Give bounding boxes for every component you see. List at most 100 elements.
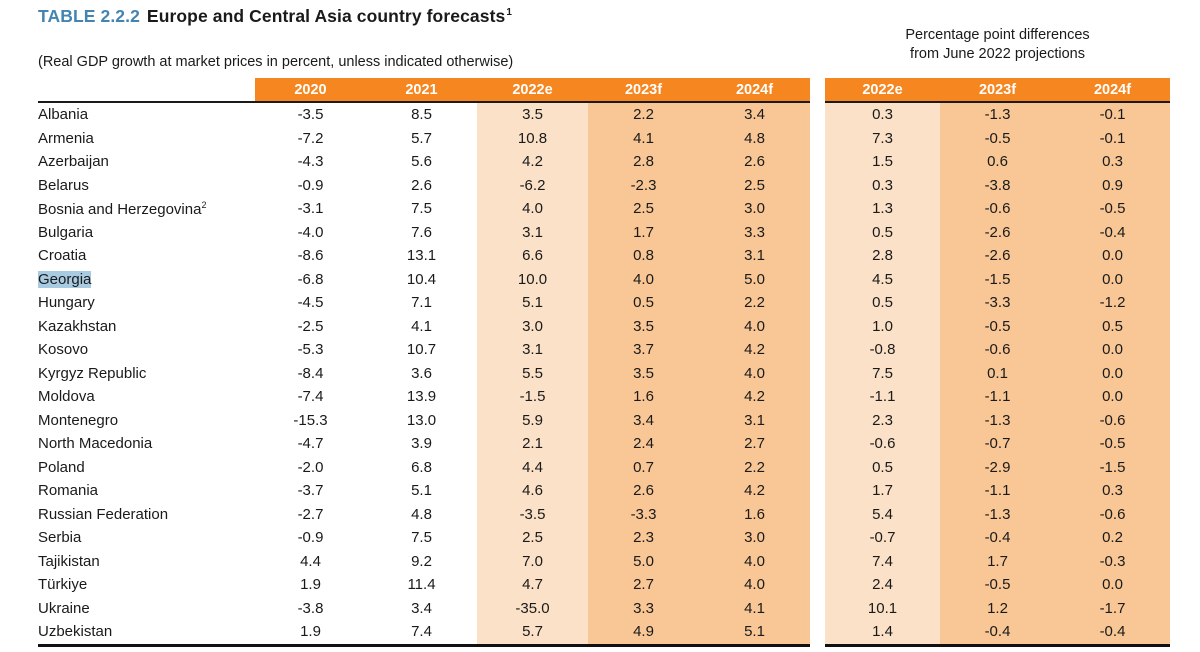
forecast-value-cell: 3.1 bbox=[699, 244, 810, 268]
forecast-value-cell: 10.8 bbox=[477, 126, 588, 150]
forecast-value-cell: -35.0 bbox=[477, 596, 588, 620]
difference-value-cell: -0.6 bbox=[1055, 502, 1170, 526]
forecast-value-cell: 2.6 bbox=[699, 150, 810, 174]
difference-value-cell: -2.6 bbox=[940, 244, 1055, 268]
forecast-value-cell: -2.5 bbox=[297, 317, 324, 335]
forecast-value-cell: 4.0 bbox=[588, 267, 699, 291]
forecast-value-cell: -2.0 bbox=[297, 458, 324, 476]
table-title-text: Europe and Central Asia country forecast… bbox=[146, 6, 506, 26]
forecast-value-cell: 13.1 bbox=[406, 247, 437, 265]
forecast-value-cell: 4.8 bbox=[699, 126, 810, 150]
forecast-value-cell: -4.3 bbox=[297, 153, 324, 171]
difference-value-cell: -1.3 bbox=[940, 502, 1055, 526]
country-name: North Macedonia bbox=[38, 435, 153, 453]
forecast-value-cell: -15.3 bbox=[293, 411, 328, 429]
forecast-value-cell: 6.6 bbox=[477, 244, 588, 268]
table-gap bbox=[810, 549, 825, 573]
difference-value-cell: -1.5 bbox=[1055, 455, 1170, 479]
difference-value-cell: -0.4 bbox=[1055, 220, 1170, 244]
country-name: Kazakhstan bbox=[38, 317, 117, 335]
table-gap bbox=[810, 173, 825, 197]
forecast-value-cell: 2.4 bbox=[588, 432, 699, 456]
forecast-value-cell: 2.8 bbox=[588, 150, 699, 174]
forecast-value-cell: -4.5 bbox=[297, 294, 324, 312]
table-gap bbox=[810, 620, 825, 645]
forecast-value-cell: 3.4 bbox=[411, 599, 432, 617]
difference-value-cell: -0.4 bbox=[940, 620, 1055, 647]
table-row: Poland -2.0 6.8 4.4 0.7 2.2 0.5 -2.9 -1.5 bbox=[38, 455, 1170, 479]
country-name: Tajikistan bbox=[38, 552, 100, 570]
forecast-value-cell: 3.3 bbox=[699, 220, 810, 244]
difference-value-cell: 1.0 bbox=[825, 314, 940, 338]
forecast-value-cell: 3.3 bbox=[588, 596, 699, 620]
difference-value-cell: -2.9 bbox=[940, 455, 1055, 479]
forecast-value-cell: -3.7 bbox=[297, 482, 324, 500]
difference-value-cell: -3.3 bbox=[940, 291, 1055, 315]
forecast-value-cell: -0.9 bbox=[297, 176, 324, 194]
forecast-value-cell: 4.7 bbox=[477, 573, 588, 597]
forecast-value-cell: 3.4 bbox=[699, 102, 810, 127]
difference-value-cell: -0.7 bbox=[940, 432, 1055, 456]
table-row: Belarus -0.9 2.6 -6.2 -2.3 2.5 0.3 -3.8 0.9 bbox=[38, 173, 1170, 197]
country-name: Serbia bbox=[38, 529, 82, 547]
forecast-value-cell: 7.5 bbox=[411, 529, 432, 547]
table-row: North Macedonia -4.7 3.9 2.1 2.4 2.7 -0.6 -0.7-… bbox=[38, 432, 1170, 456]
table-gap bbox=[810, 220, 825, 244]
country-name: Moldova bbox=[38, 388, 95, 406]
forecast-value-cell: 11.4 bbox=[407, 576, 436, 594]
difference-value-cell: -1.1 bbox=[940, 385, 1055, 409]
forecast-value-cell: 7.5 bbox=[411, 200, 432, 218]
forecast-value-cell: 5.1 bbox=[411, 482, 432, 500]
forecast-table: 2020 2021 2022e 2023f 2024f 2022e 2023f … bbox=[38, 78, 1170, 647]
diff-caption-line1: Percentage point differences bbox=[905, 27, 1090, 43]
forecast-value-cell: 3.1 bbox=[477, 338, 588, 362]
forecast-value-cell: 4.9 bbox=[588, 620, 699, 647]
forecast-value-cell: 4.0 bbox=[699, 573, 810, 597]
table-gap bbox=[810, 244, 825, 268]
forecast-value-cell: -0.9 bbox=[297, 529, 324, 547]
forecast-value-cell: -7.4 bbox=[297, 388, 324, 406]
forecast-value-cell: -2.3 bbox=[588, 173, 699, 197]
forecast-value-cell: 8.5 bbox=[411, 106, 432, 124]
difference-value-cell: 2.3 bbox=[825, 408, 940, 432]
country-name: Armenia bbox=[38, 129, 94, 147]
forecast-value-cell: 2.2 bbox=[699, 455, 810, 479]
forecast-value-cell: 2.3 bbox=[588, 526, 699, 550]
difference-value-cell: 1.4 bbox=[825, 620, 940, 647]
difference-value-cell: -0.6 bbox=[825, 432, 940, 456]
forecast-value-cell: 5.0 bbox=[588, 549, 699, 573]
country-name: Ukraine bbox=[38, 599, 90, 617]
forecast-value-cell: 2.7 bbox=[699, 432, 810, 456]
forecast-value-cell: -8.6 bbox=[297, 247, 324, 265]
difference-value-cell: -0.7 bbox=[825, 526, 940, 550]
difference-value-cell: -1.3 bbox=[940, 102, 1055, 127]
table-gap bbox=[810, 596, 825, 620]
forecast-value-cell: 3.6 bbox=[411, 364, 432, 382]
difference-value-cell: -0.6 bbox=[940, 197, 1055, 221]
difference-value-cell: -1.2 bbox=[1055, 291, 1170, 315]
difference-value-cell: 7.3 bbox=[825, 126, 940, 150]
forecast-value-cell: 3.9 bbox=[411, 435, 432, 453]
table-row: Azerbaijan -4.3 5.6 4.2 2.8 2.6 1.5 0.6 0.3 bbox=[38, 150, 1170, 174]
country-name: Türkiye bbox=[38, 576, 88, 594]
country-name: Kyrgyz Republic bbox=[38, 364, 147, 382]
table-gap bbox=[810, 479, 825, 503]
table-row: Bosnia and Herzegovina2 -3.1 7.5 4.0 2.5 3.0 1… bbox=[38, 197, 1170, 221]
forecast-value-cell: -5.3 bbox=[297, 341, 324, 359]
forecast-value-cell: 7.4 bbox=[366, 620, 477, 647]
table-row: Kazakhstan -2.5 4.1 3.0 3.5 4.0 1.0 -0.5 0.5 bbox=[38, 314, 1170, 338]
difference-value-cell: 1.7 bbox=[825, 479, 940, 503]
forecast-value-cell: 1.9 bbox=[255, 620, 366, 647]
forecast-value-cell: 2.1 bbox=[477, 432, 588, 456]
forecast-value-cell: 9.2 bbox=[411, 552, 432, 570]
difference-value-cell: 0.6 bbox=[940, 150, 1055, 174]
forecast-value-cell: 4.4 bbox=[300, 552, 321, 570]
forecast-value-cell: 4.0 bbox=[699, 314, 810, 338]
diff-col-header-2023f: 2023f bbox=[940, 78, 1055, 103]
difference-value-cell: 1.7 bbox=[940, 549, 1055, 573]
table-gap bbox=[810, 502, 825, 526]
forecast-value-cell: 2.5 bbox=[699, 173, 810, 197]
forecast-value-cell: 3.1 bbox=[699, 408, 810, 432]
difference-value-cell: 0.3 bbox=[825, 102, 940, 127]
forecast-value-cell: -3.5 bbox=[477, 502, 588, 526]
